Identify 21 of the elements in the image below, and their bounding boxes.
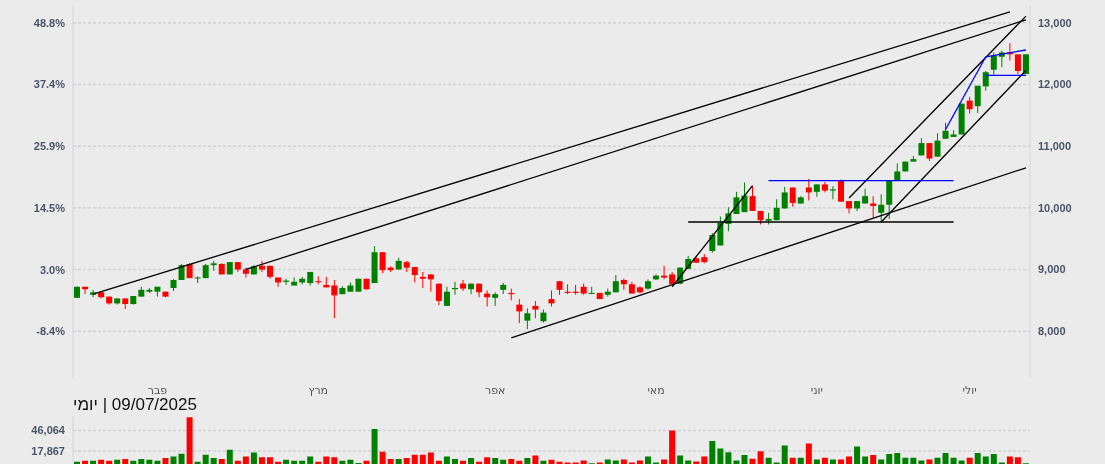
y-tick-label: 12,000 [1038,78,1072,91]
y2-tick-label: 37.4% [33,78,66,91]
x-tick-label: מרץ [308,383,329,397]
text: 09/07/2025 | יומי [73,395,198,414]
x-tick-label: אפר [484,383,506,397]
y-tick-label: 13,000 [1038,16,1072,29]
x-tick-label: יוני [810,383,824,397]
y2-tick-label: 3.0% [39,263,66,276]
y2-tick-label: 25.9% [33,140,66,153]
x-tick-label: יולי [962,383,977,397]
y2-tick-label: -8.4% [36,325,66,338]
x-tick-label: פבר [147,383,168,397]
y-tick-label: 46,064 [31,424,66,437]
y2-tick-label: 48.8% [33,16,66,29]
y-tick-label: 9,000 [1038,263,1066,276]
y-tick-label: 10,000 [1038,201,1072,214]
y-tick-label: 8,000 [1038,325,1066,338]
x-tick-label: מאי [647,383,665,397]
y-tick-label: 17,867 [31,444,65,457]
y-tick-label: 11,000 [1038,140,1072,153]
y2-tick-label: 14.5% [33,201,66,214]
